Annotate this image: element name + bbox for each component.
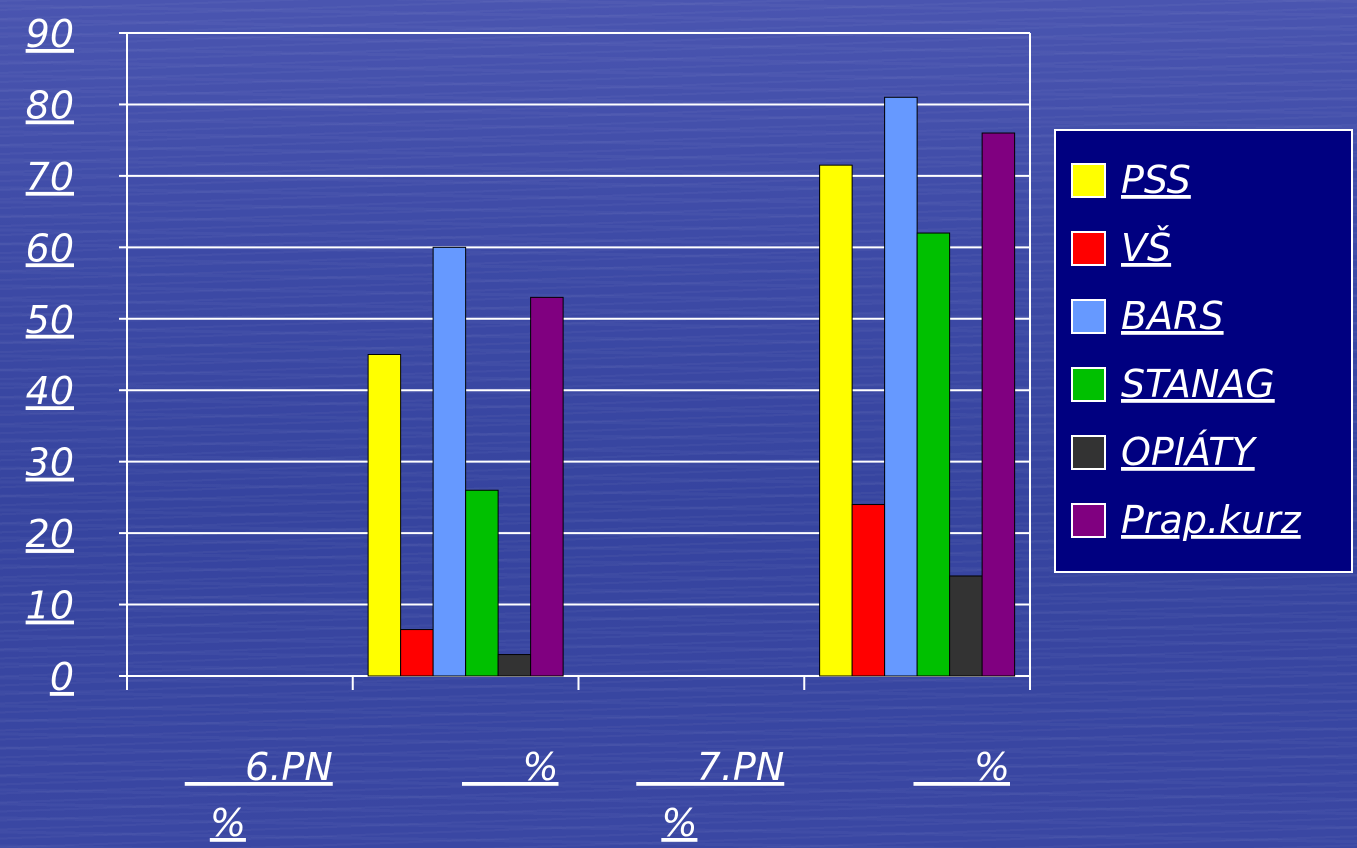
- legend-swatch: [1071, 163, 1106, 198]
- x-category-label: %: [913, 745, 1010, 789]
- bar-pss: [367, 354, 402, 677]
- y-tick-label: 40: [26, 369, 74, 413]
- y-tick-label: 0: [50, 655, 74, 699]
- legend-swatch: [1071, 435, 1106, 470]
- x-category-label-cont: %: [210, 801, 246, 845]
- y-tick-label: 80: [26, 83, 74, 127]
- bar-pss: [819, 164, 853, 677]
- legend-box: [1054, 129, 1353, 573]
- y-tick-label: 20: [26, 512, 74, 556]
- grid-lines: [127, 32, 1031, 676]
- bar-stanag: [465, 489, 499, 677]
- bar-bars: [884, 96, 918, 677]
- bar-opi-ty: [949, 575, 983, 677]
- y-tick-label: 50: [26, 298, 74, 342]
- legend-swatch: [1071, 231, 1106, 266]
- bar-stanag: [916, 232, 951, 677]
- legend-label: VŠ: [1121, 226, 1171, 270]
- legend-label: Prap.kurz: [1121, 498, 1302, 542]
- y-tick-label: 30: [26, 441, 74, 485]
- x-category-label: 6.PN: [185, 745, 333, 789]
- legend: PSS VŠ BARS STANAG OPIÁTY Prap.kurz: [1054, 129, 1353, 573]
- x-category-label: 7.PN: [636, 745, 784, 789]
- x-category-labels: 6.PN% % 7.PN% %: [185, 745, 1010, 845]
- bars: [367, 96, 1016, 677]
- legend-swatch: [1071, 299, 1106, 334]
- legend-swatch: [1071, 503, 1106, 538]
- bar-v-: [851, 504, 886, 677]
- x-category-label-cont: %: [661, 801, 697, 845]
- legend-label: PSS: [1121, 158, 1191, 202]
- y-tick-label: 60: [26, 226, 74, 270]
- y-tick-labels: 0 10 20 30 40 50 60 70 80 90: [26, 12, 74, 699]
- bar-opi-ty: [497, 654, 532, 677]
- y-tick-label: 90: [26, 12, 74, 56]
- legend-swatch: [1071, 367, 1106, 402]
- legend-label: OPIÁTY: [1121, 430, 1257, 474]
- bar-bars: [432, 246, 467, 677]
- bar-v-: [400, 629, 434, 677]
- bar-prap-kurz: [981, 132, 1016, 677]
- legend-label: BARS: [1121, 294, 1224, 338]
- y-tick-label: 70: [26, 155, 74, 199]
- legend-label: STANAG: [1121, 362, 1275, 406]
- x-category-label: %: [462, 745, 559, 789]
- bar-prap-kurz: [530, 296, 564, 677]
- y-tick-label: 10: [26, 584, 74, 628]
